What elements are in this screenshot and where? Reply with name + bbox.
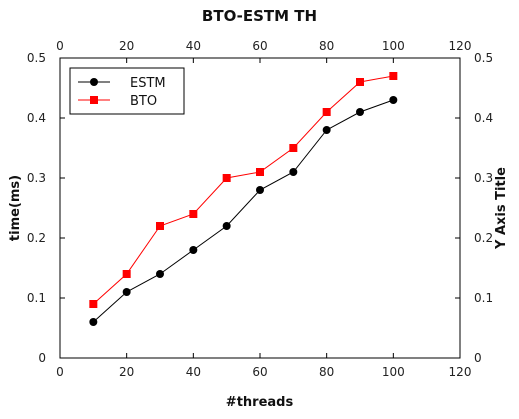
y-tick-label-left: 0.4 [27,111,46,125]
x-tick-label-bottom: 120 [449,365,472,379]
data-point-estm [322,126,331,134]
x-tick-label-bottom: 100 [382,365,405,379]
data-point-estm [122,288,131,296]
y-tick-label-left: 0.1 [27,291,46,305]
x-axis-title: #threads [226,395,294,410]
data-point-bto [389,72,398,80]
legend-marker-bto [90,96,98,104]
x-tick-label-top: 80 [319,39,334,53]
y-axis-title-right: Y Axis Title [494,167,509,250]
data-point-bto [156,222,164,230]
x-tick-label-top: 60 [252,39,267,53]
y-tick-label-right: 0.5 [474,51,493,65]
x-tick-label-top: 120 [449,39,472,53]
series-line-bto [92,75,394,305]
x-tick-label-top: 20 [119,39,134,53]
legend-box [69,67,185,115]
legend: ESTM BTO [69,67,185,115]
series-group [89,72,398,326]
data-point-bto [89,300,98,308]
y-tick-label-left: 0.5 [27,51,46,65]
legend-label-estm: ESTM [130,76,166,91]
y-tick-label-right: 0.4 [474,111,493,125]
y-tick-label-right: 0.2 [474,231,493,245]
series-line-estm [92,99,394,323]
data-point-estm [256,186,264,194]
data-point-bto [189,210,198,218]
data-point-bto [256,168,264,176]
x-tick-label-top: 40 [186,39,201,53]
x-tick-label-bottom: 20 [119,365,134,379]
data-point-estm [289,168,298,176]
y-tick-label-right: 0.1 [474,291,493,305]
legend-marker-estm [90,78,98,86]
data-point-estm [89,318,98,326]
data-point-bto [356,78,364,86]
data-point-bto [289,144,298,152]
data-point-estm [189,246,198,254]
data-point-estm [156,270,164,278]
x-tick-label-bottom: 80 [319,365,334,379]
y-axis-title: time(ms) [8,175,23,241]
y-tick-label-right: 0.3 [474,171,493,185]
x-tick-label-top: 0 [56,39,64,53]
x-tick-label-top: 100 [382,39,405,53]
y-tick-label-left: 0.2 [27,231,46,245]
data-point-bto [322,108,331,116]
y-tick-label-left: 0 [38,351,46,365]
legend-label-bto: BTO [130,94,157,109]
data-point-estm [356,108,364,116]
x-tick-label-bottom: 60 [252,365,267,379]
chart-title: BTO-ESTM TH [202,7,317,25]
data-point-estm [222,222,231,230]
y-tick-label-left: 0.3 [27,171,46,185]
data-point-bto [122,270,131,278]
x-tick-label-bottom: 40 [186,365,201,379]
y-tick-label-right: 0 [474,351,482,365]
data-point-bto [222,174,231,182]
data-point-estm [389,96,398,104]
x-tick-label-bottom: 0 [56,365,64,379]
